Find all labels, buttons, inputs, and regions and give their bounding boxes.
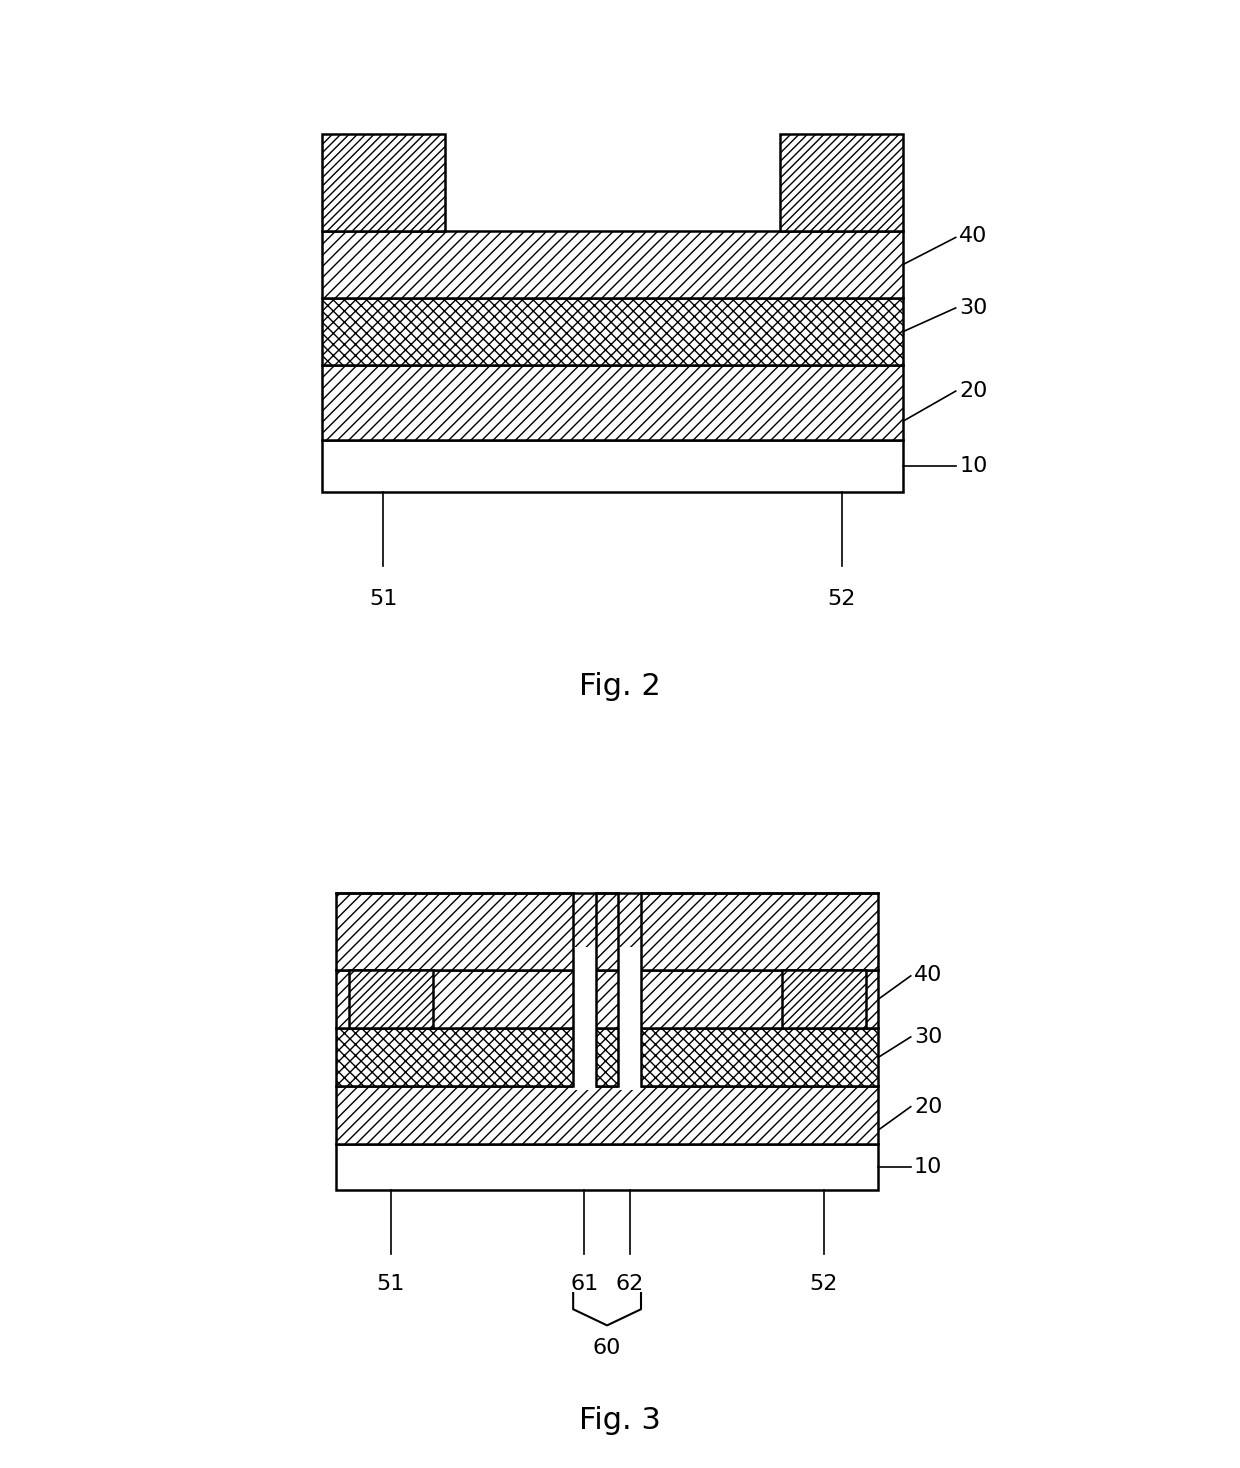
Bar bbox=[619, 947, 641, 1089]
Bar bbox=[321, 366, 904, 439]
Bar bbox=[336, 893, 878, 970]
Bar bbox=[336, 1086, 878, 1145]
Text: 40: 40 bbox=[914, 964, 942, 985]
Text: 52: 52 bbox=[810, 1274, 838, 1293]
Text: 10: 10 bbox=[960, 455, 988, 476]
Bar bbox=[321, 298, 904, 366]
Text: Fig. 3: Fig. 3 bbox=[579, 1406, 661, 1436]
Bar bbox=[573, 947, 595, 1089]
Bar bbox=[321, 134, 445, 230]
Bar bbox=[336, 1145, 878, 1189]
Bar bbox=[780, 134, 904, 230]
Text: 30: 30 bbox=[960, 298, 988, 319]
Bar bbox=[336, 970, 878, 1028]
Text: 20: 20 bbox=[914, 1097, 942, 1117]
Text: 51: 51 bbox=[377, 1274, 404, 1293]
Text: 52: 52 bbox=[828, 589, 856, 609]
Text: 60: 60 bbox=[593, 1339, 621, 1358]
Text: 10: 10 bbox=[914, 1157, 942, 1177]
Text: 61: 61 bbox=[570, 1274, 599, 1293]
Bar bbox=[321, 439, 904, 492]
Bar bbox=[336, 1028, 878, 1086]
Bar bbox=[321, 230, 904, 298]
Text: 40: 40 bbox=[960, 226, 988, 247]
Bar bbox=[348, 970, 433, 1028]
Text: 20: 20 bbox=[960, 382, 988, 401]
Text: Fig. 2: Fig. 2 bbox=[579, 672, 661, 700]
Text: 51: 51 bbox=[370, 589, 397, 609]
Text: 62: 62 bbox=[615, 1274, 644, 1293]
Bar bbox=[781, 970, 866, 1028]
Text: 30: 30 bbox=[914, 1028, 942, 1047]
